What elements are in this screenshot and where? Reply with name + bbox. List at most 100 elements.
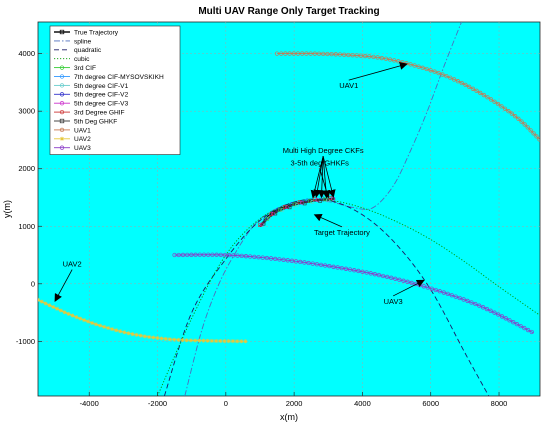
series-point-uav1 bbox=[499, 104, 504, 109]
series-point-uav1 bbox=[358, 53, 364, 58]
series-point-uav1 bbox=[455, 79, 461, 84]
series-point-uav1 bbox=[519, 119, 524, 124]
series-point-uav2 bbox=[66, 311, 71, 316]
series-point-uav3 bbox=[372, 272, 377, 277]
series-point-uav1 bbox=[506, 109, 511, 114]
series-point-uav2 bbox=[222, 339, 227, 344]
series-point-uav1 bbox=[478, 90, 483, 96]
legend-entry-quadratic: quadratic bbox=[54, 47, 102, 54]
legend-label: 5th degree CIF-V2 bbox=[74, 92, 129, 99]
legend-entry-3rd-cif: 3rd CIF bbox=[54, 65, 96, 72]
series-point-uav3 bbox=[368, 271, 373, 276]
series-point-uav1 bbox=[291, 51, 296, 56]
annotation-arrow bbox=[313, 156, 324, 198]
y-tick-label: 0 bbox=[31, 279, 35, 288]
series-point-uav3 bbox=[252, 254, 257, 259]
series-point-uav2 bbox=[106, 326, 111, 331]
series-point-uav1 bbox=[316, 51, 322, 56]
legend-marker bbox=[59, 145, 65, 150]
series-point-uav2 bbox=[188, 338, 193, 343]
legend-entry-5th-deg-ghkf: 5th Deg GHKF bbox=[54, 118, 117, 125]
series-point-uav3 bbox=[437, 289, 442, 294]
series-point-uav3 bbox=[335, 265, 340, 270]
series-point-uav1 bbox=[350, 53, 355, 58]
legend-label: 5th Deg GHKF bbox=[74, 118, 117, 125]
series-point-uav3 bbox=[384, 274, 390, 280]
series-point-uav2 bbox=[151, 335, 156, 340]
series-point-uav3 bbox=[352, 268, 357, 273]
series-point-uav1 bbox=[367, 54, 372, 59]
series-point-uav1 bbox=[463, 82, 468, 88]
legend-label: 5th degree CIF-V3 bbox=[74, 101, 129, 108]
series-point-uav1 bbox=[440, 72, 445, 77]
series-point-uav2 bbox=[226, 339, 231, 344]
x-tick-label: 4000 bbox=[354, 399, 371, 408]
legend-entry-5th-degree-cif-v3: 5th degree CIF-V3 bbox=[54, 101, 129, 108]
series-point-uav1 bbox=[412, 63, 417, 68]
series-point-uav3 bbox=[214, 252, 219, 257]
series-point-uav2 bbox=[78, 316, 83, 321]
series-point-uav2 bbox=[126, 331, 131, 336]
y-axis-label: y(m) bbox=[2, 200, 12, 218]
annotation-arrow bbox=[322, 156, 330, 199]
series-point-uav3 bbox=[243, 254, 249, 259]
series-point-uav1 bbox=[474, 88, 479, 93]
series-point-uav1 bbox=[287, 51, 292, 56]
series-point-uav2 bbox=[38, 297, 40, 302]
series-point-uav3 bbox=[477, 303, 482, 308]
estimate-point bbox=[263, 217, 268, 222]
series-point-uav2 bbox=[239, 339, 244, 344]
series-point-uav3 bbox=[453, 294, 458, 299]
series-point-uav1 bbox=[444, 73, 449, 79]
series-spline bbox=[184, 22, 462, 396]
series-point-uav1 bbox=[375, 55, 380, 60]
series-point-uav3 bbox=[218, 252, 223, 258]
legend-entry-5th-degree-cif-v2: 5th degree CIF-V2 bbox=[54, 92, 129, 99]
series-point-uav3 bbox=[277, 257, 282, 262]
legend-entry-7th-degree-cif-mysovskikh: 7th degree CIF-MYSOVSKIKH bbox=[54, 74, 164, 81]
series-point-uav3 bbox=[310, 261, 315, 266]
series-point-uav1 bbox=[337, 52, 343, 57]
series-point-uav2 bbox=[155, 336, 160, 341]
series-point-uav2 bbox=[142, 334, 147, 339]
series-point-uav3 bbox=[425, 285, 430, 290]
annotation-arrow bbox=[322, 156, 336, 198]
series-point-uav2 bbox=[110, 327, 115, 332]
legend-label: cubic bbox=[74, 56, 90, 63]
series-point-uav3 bbox=[511, 320, 516, 325]
series-uav2 bbox=[38, 297, 248, 344]
series-point-uav1 bbox=[495, 101, 501, 107]
series-point-uav3 bbox=[492, 310, 497, 315]
estimate-point bbox=[295, 202, 299, 207]
estimate-point bbox=[305, 198, 310, 203]
series-point-uav1 bbox=[513, 114, 518, 119]
legend-label: 7th degree CIF-MYSOVSKIKH bbox=[74, 74, 164, 81]
estimate-point bbox=[325, 198, 330, 203]
series-point-uav2 bbox=[62, 310, 67, 315]
series-point-uav1 bbox=[436, 70, 441, 76]
series-line-spline bbox=[184, 22, 462, 396]
series-point-uav3 bbox=[331, 264, 336, 269]
series-point-uav2 bbox=[197, 338, 202, 343]
legend-label: UAV3 bbox=[74, 145, 91, 152]
x-tick-label: -4000 bbox=[80, 399, 99, 408]
series-point-uav2 bbox=[70, 313, 75, 318]
series-point-uav3 bbox=[201, 252, 207, 257]
series-point-uav3 bbox=[503, 316, 508, 321]
legend-entry-5th-degree-cif-v1: 5th degree CIF-V1 bbox=[54, 83, 129, 90]
y-tick-label: 1000 bbox=[18, 222, 35, 231]
series-point-uav3 bbox=[397, 277, 402, 282]
series-point-uav3 bbox=[389, 275, 394, 280]
series-point-uav1 bbox=[528, 128, 533, 133]
series-point-uav3 bbox=[327, 264, 332, 269]
series-point-uav2 bbox=[235, 339, 240, 344]
annotation-layer: UAV1 Multi High Degree CKFs 3-5th deg GHKF… bbox=[54, 62, 425, 306]
series-point-uav3 bbox=[339, 265, 344, 271]
series-point-uav2 bbox=[94, 322, 99, 327]
estimate-point bbox=[297, 200, 302, 204]
series-point-uav3 bbox=[449, 293, 454, 298]
series-point-uav2 bbox=[39, 299, 44, 304]
series-point-uav1 bbox=[481, 92, 487, 98]
series-point-uav3 bbox=[457, 295, 462, 301]
series-point-uav1 bbox=[416, 64, 421, 69]
